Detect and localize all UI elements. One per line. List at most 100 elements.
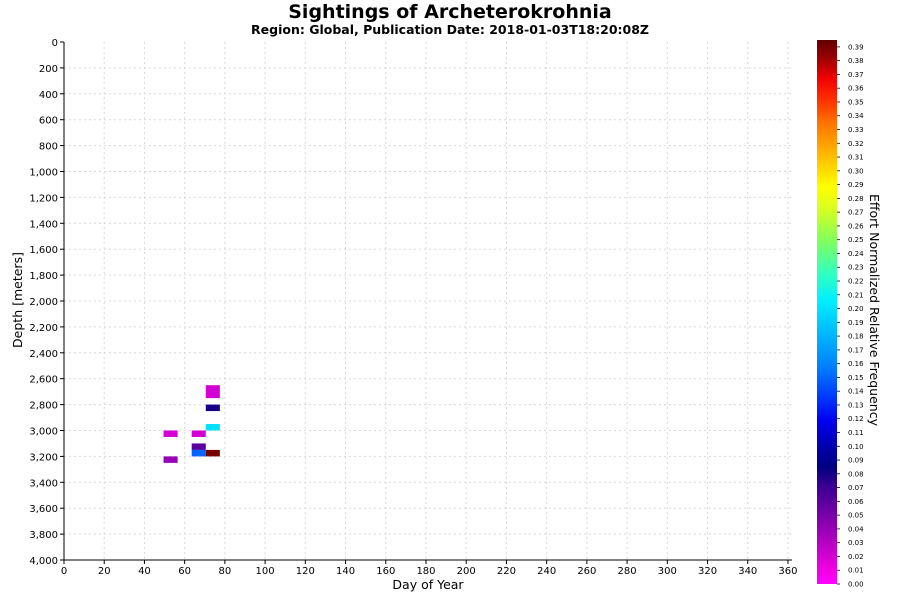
colorbar-tick-label: 0.36	[848, 85, 864, 93]
x-tick-label: 360	[778, 566, 797, 577]
y-tick-label: 4,000	[29, 556, 58, 567]
y-tick-label: 3,200	[29, 452, 58, 463]
heatmap-cell	[205, 385, 220, 399]
chart-title: Sightings of Archeterokrohnia	[288, 1, 612, 23]
y-tick-label: 1,200	[29, 193, 58, 204]
heatmap-cell	[205, 424, 220, 431]
y-tick-label: 800	[39, 142, 58, 153]
colorbar-tick-label: 0.18	[848, 333, 864, 341]
y-axis-label: Depth [meters]	[10, 252, 25, 348]
heatmap-cell	[205, 449, 220, 457]
colorbar-tick-label: 0.19	[848, 319, 864, 327]
colorbar-ticks: 0.00 0.01 0.02 0.03 0.04 0.05 0.06 0.07 0.08 0.09…	[837, 43, 864, 589]
colorbar-tick-label: 0.16	[848, 360, 864, 368]
colorbar-tick-label: 0.10	[848, 443, 864, 451]
colorbar-tick-label: 0.20	[848, 305, 864, 313]
y-tick-label: 1,000	[29, 168, 58, 179]
y-tick-label: 3,400	[29, 478, 58, 489]
x-axis-label: Day of Year	[392, 577, 464, 592]
colorbar	[817, 40, 837, 584]
colorbar-tick-label: 0.33	[848, 126, 864, 134]
colorbar-tick-label: 0.37	[848, 71, 864, 79]
y-tick-label: 3,800	[29, 530, 58, 541]
x-tick-label: 320	[698, 566, 717, 577]
colorbar-tick-label: 0.07	[848, 484, 864, 492]
x-tick-label: 0	[61, 566, 67, 577]
colorbar-tick-label: 0.03	[848, 539, 864, 547]
heatmap-cell	[191, 443, 206, 450]
colorbar-tick-label: 0.08	[848, 470, 864, 478]
colorbar-tick-label: 0.32	[848, 140, 864, 148]
colorbar-tick-label: 0.01	[848, 567, 864, 575]
colorbar-tick-label: 0.13	[848, 401, 864, 409]
colorbar-tick-label: 0.14	[848, 388, 864, 396]
colorbar-tick-label: 0.17	[848, 346, 864, 354]
colorbar-tick-label: 0.22	[848, 278, 864, 286]
colorbar-tick-label: 0.31	[848, 154, 864, 162]
y-tick-label: 1,400	[29, 219, 58, 230]
colorbar-tick-label: 0.00	[848, 581, 864, 589]
y-tick-label: 600	[39, 116, 58, 127]
colorbar-tick-label: 0.27	[848, 209, 864, 217]
y-tick-label: 2,600	[29, 375, 58, 386]
x-tick-label: 80	[219, 566, 232, 577]
x-tick-label: 20	[98, 566, 111, 577]
colorbar-tick-label: 0.35	[848, 98, 864, 106]
y-tick-label: 3,600	[29, 504, 58, 515]
x-tick-label: 340	[738, 566, 757, 577]
x-tick-label: 40	[138, 566, 151, 577]
colorbar-tick-label: 0.15	[848, 374, 864, 382]
colorbar-tick-label: 0.09	[848, 457, 864, 465]
colorbar-tick-label: 0.28	[848, 195, 864, 203]
y-tick-label: 3,000	[29, 427, 58, 438]
y-tick-label: 2,800	[29, 401, 58, 412]
colorbar-tick-label: 0.12	[848, 415, 864, 423]
x-tick-label: 220	[497, 566, 516, 577]
colorbar-label: Effort Normalized Relative Frequency	[867, 194, 882, 427]
heatmap-cell	[163, 456, 178, 463]
colorbar-tick-label: 0.29	[848, 181, 864, 189]
colorbar-tick-label: 0.26	[848, 222, 864, 230]
axes: 02004006008001,0001,2001,4001,6001,8002,…	[29, 38, 797, 577]
colorbar-tick-label: 0.38	[848, 57, 864, 65]
y-tick-label: 0	[52, 38, 58, 49]
x-tick-label: 60	[178, 566, 191, 577]
y-tick-label: 2,400	[29, 349, 58, 360]
y-tick-label: 200	[39, 64, 58, 75]
colorbar-tick-label: 0.39	[848, 43, 864, 51]
x-tick-label: 140	[336, 566, 355, 577]
colorbar-tick-label: 0.06	[848, 498, 864, 506]
x-tick-label: 120	[296, 566, 315, 577]
colorbar-tick-label: 0.30	[848, 167, 864, 175]
heatmap-cell	[191, 430, 206, 437]
y-tick-label: 2,200	[29, 323, 58, 334]
y-tick-label: 1,600	[29, 245, 58, 256]
colorbar-tick-label: 0.02	[848, 553, 864, 561]
heatmap-cell	[163, 430, 178, 437]
colorbar-tick-label: 0.25	[848, 236, 864, 244]
x-tick-label: 260	[577, 566, 596, 577]
heatmap-cell	[191, 449, 206, 457]
colorbar-tick-label: 0.23	[848, 264, 864, 272]
heatmap-cell	[205, 404, 220, 412]
heatmap-cells	[163, 385, 220, 463]
colorbar-tick-label: 0.04	[848, 525, 864, 533]
x-tick-label: 100	[256, 566, 275, 577]
x-tick-label: 180	[416, 566, 435, 577]
x-tick-label: 160	[376, 566, 395, 577]
y-tick-label: 1,800	[29, 271, 58, 282]
colorbar-tick-label: 0.34	[848, 112, 864, 120]
x-tick-label: 300	[658, 566, 677, 577]
colorbar-tick-label: 0.05	[848, 512, 864, 520]
chart-subtitle: Region: Global, Publication Date: 2018-0…	[251, 22, 649, 37]
colorbar-tick-label: 0.24	[848, 250, 864, 258]
x-tick-label: 280	[618, 566, 637, 577]
x-tick-label: 200	[457, 566, 476, 577]
colorbar-tick-label: 0.21	[848, 291, 864, 299]
grid-lines	[64, 42, 792, 560]
y-tick-label: 400	[39, 90, 58, 101]
y-tick-label: 2,000	[29, 297, 58, 308]
x-tick-label: 240	[537, 566, 556, 577]
colorbar-tick-label: 0.11	[848, 429, 864, 437]
